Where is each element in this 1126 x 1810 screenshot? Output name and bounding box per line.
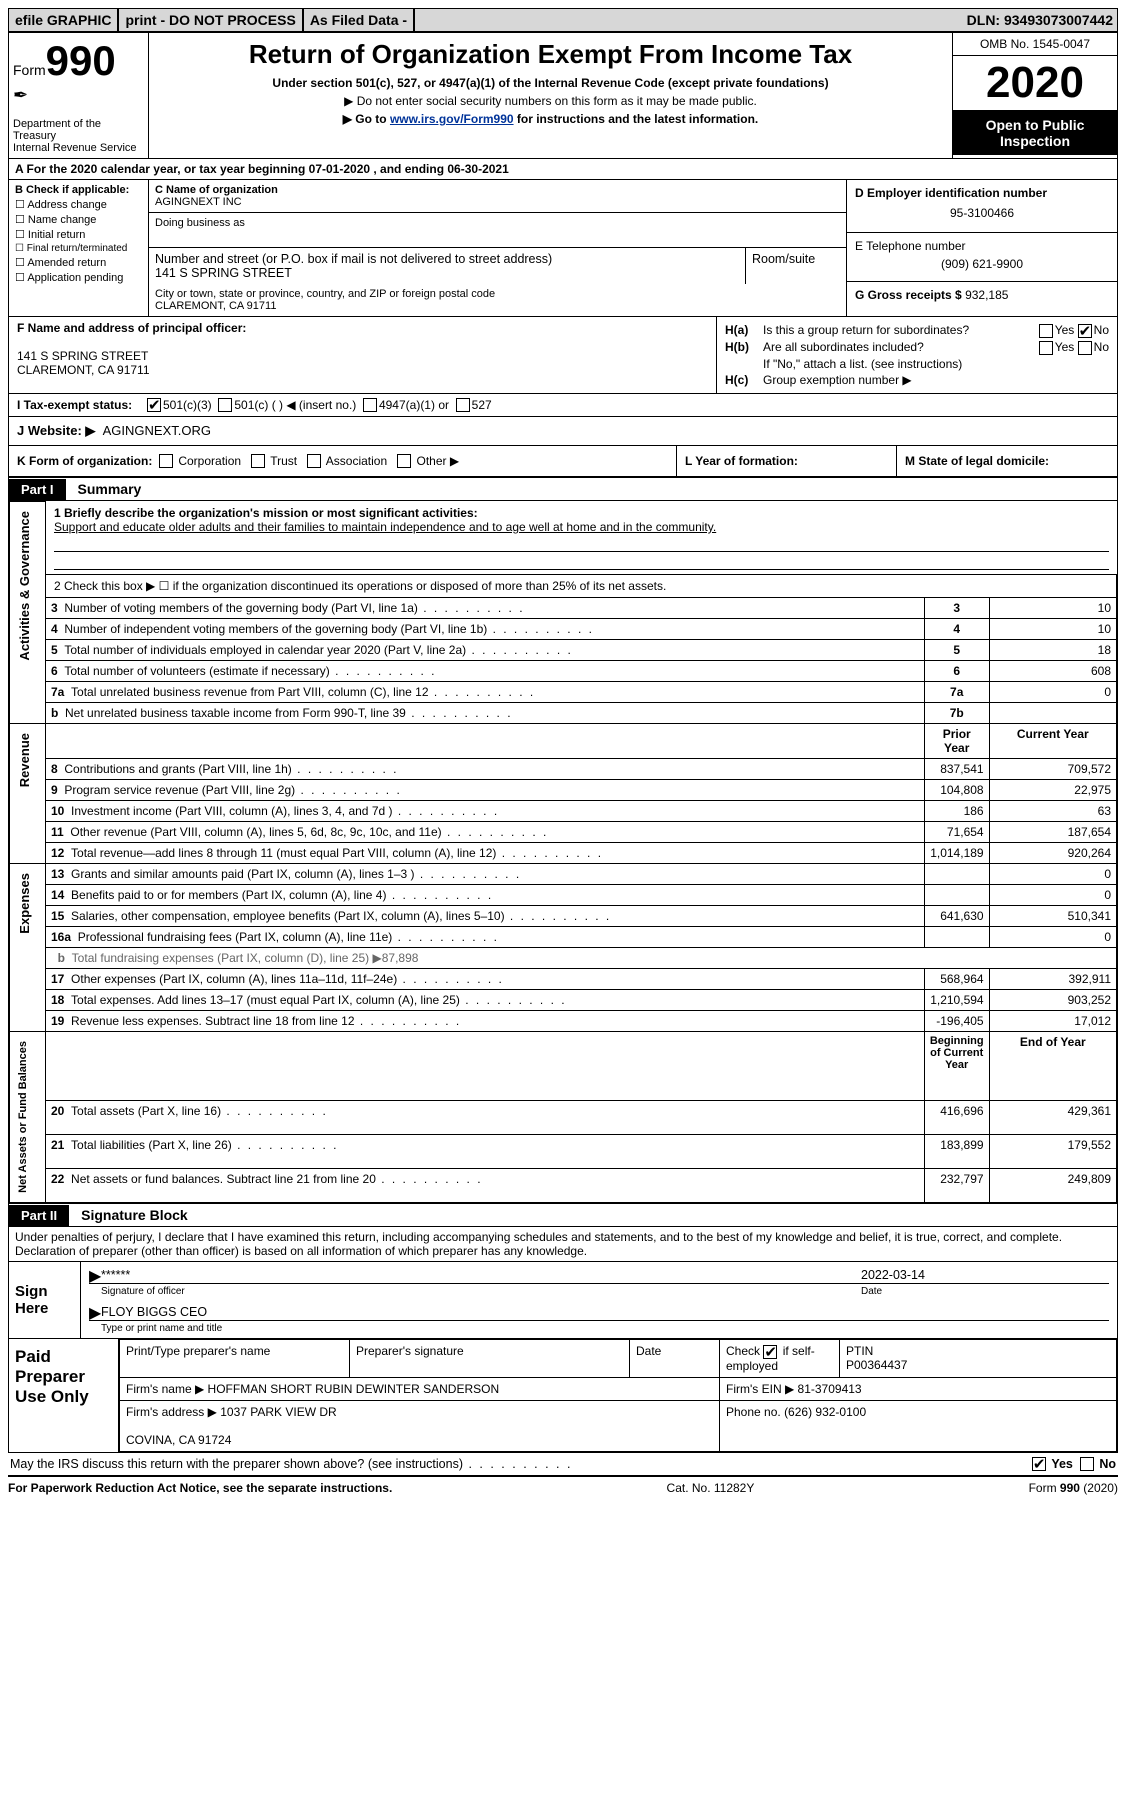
cb-final-return[interactable]: ☐ Final return/terminated (15, 243, 142, 254)
row-m-domicile: M State of legal domicile: (897, 446, 1117, 477)
cb-hb-yes[interactable] (1039, 341, 1053, 355)
form-title-box: Return of Organization Exempt From Incom… (149, 33, 952, 158)
print-label: print - DO NOT PROCESS (119, 9, 303, 31)
line-a-tax-year: A For the 2020 calendar year, or tax yea… (9, 159, 1117, 180)
footer-right: Form 990 (2020) (1029, 1481, 1118, 1495)
box-h-group: H(a)Is this a group return for subordina… (717, 317, 1117, 393)
part2-tag: Part II (9, 1205, 69, 1226)
preparer-table: Print/Type preparer's name Preparer's si… (119, 1339, 1117, 1452)
form-id-box: Form990 ✒ Department of the Treasury Int… (9, 33, 149, 158)
cb-pending[interactable]: ☐ Application pending (15, 271, 142, 284)
sig-date: 2022-03-14 (861, 1268, 925, 1282)
omb-number: OMB No. 1545-0047 (953, 33, 1117, 56)
officer-name: FLOY BIGGS CEO (101, 1305, 207, 1319)
open-to-public: Open to Public Inspection (953, 111, 1117, 155)
row-j-website: J Website: ▶ AGINGNEXT.ORG (9, 417, 1117, 446)
perjury-text: Under penalties of perjury, I declare th… (9, 1227, 1117, 1262)
firm-addr2: COVINA, CA 91724 (126, 1433, 231, 1447)
sig-stars: ****** (101, 1268, 130, 1282)
firm-addr1: 1037 PARK VIEW DR (220, 1405, 336, 1419)
dept-label: Department of the Treasury Internal Reve… (13, 118, 144, 154)
discuss-question: May the IRS discuss this return with the… (10, 1457, 572, 1472)
org-street: 141 S SPRING STREET (155, 266, 292, 280)
cb-ha-no[interactable] (1078, 324, 1092, 338)
cb-initial-return[interactable]: ☐ Initial return (15, 228, 142, 241)
box-c-org-info: C Name of organizationAGINGNEXT INC Doin… (149, 180, 847, 316)
top-status-bar: efile GRAPHIC print - DO NOT PROCESS As … (8, 8, 1118, 32)
form-year-box: OMB No. 1545-0047 2020 Open to Public In… (952, 33, 1117, 158)
form-title: Return of Organization Exempt From Incom… (159, 39, 942, 70)
footer-left: For Paperwork Reduction Act Notice, see … (8, 1481, 392, 1495)
cb-amended[interactable]: ☐ Amended return (15, 256, 142, 269)
box-b-checkboxes: B Check if applicable: ☐ Address change … (9, 180, 149, 316)
phone: (909) 621-9900 (855, 253, 1109, 275)
org-name: AGINGNEXT INC (155, 196, 242, 208)
filed-label: As Filed Data - (304, 9, 415, 31)
summary-table: Activities & Governance1 Briefly describ… (9, 501, 1117, 1202)
paid-preparer-label: Paid Preparer Use Only (9, 1339, 119, 1452)
row-l-year-formation: L Year of formation: (677, 446, 897, 477)
row-k-form-org: K Form of organization: Corporation Trus… (9, 446, 677, 477)
cb-address-change[interactable]: ☐ Address change (15, 198, 142, 211)
cb-name-change[interactable]: ☐ Name change (15, 213, 142, 226)
cb-self-employed[interactable] (763, 1345, 777, 1359)
cb-4947[interactable] (363, 398, 377, 412)
cb-501c[interactable] (218, 398, 232, 412)
firm-phone: (626) 932-0100 (784, 1405, 866, 1419)
ein: 95-3100466 (855, 200, 1109, 226)
cb-discuss-no[interactable] (1080, 1457, 1094, 1471)
efile-label: efile GRAPHIC (9, 9, 119, 31)
box-d-e-g: D Employer identification number95-31004… (847, 180, 1117, 316)
cb-527[interactable] (456, 398, 470, 412)
tax-year: 2020 (953, 56, 1117, 111)
org-city: CLAREMONT, CA 91711 (155, 300, 276, 312)
cb-ha-yes[interactable] (1039, 324, 1053, 338)
part2-title: Signature Block (69, 1204, 200, 1226)
part1-tag: Part I (9, 479, 66, 500)
row-i-tax-status: I Tax-exempt status: 501(c)(3) 501(c) ( … (9, 394, 1117, 417)
footer-cat: Cat. No. 11282Y (667, 1481, 755, 1495)
cb-501c3[interactable] (147, 398, 161, 412)
irs-link[interactable]: www.irs.gov/Form990 (390, 112, 514, 126)
sign-here-label: Sign Here (9, 1262, 81, 1338)
cb-hb-no[interactable] (1078, 341, 1092, 355)
ptin: P00364437 (846, 1358, 907, 1372)
cb-discuss-yes[interactable] (1032, 1457, 1046, 1471)
part1-title: Summary (66, 478, 154, 500)
box-f-officer: F Name and address of principal officer:… (9, 317, 717, 393)
firm-ein: 81-3709413 (798, 1382, 862, 1396)
firm-name: HOFFMAN SHORT RUBIN DEWINTER SANDERSON (208, 1382, 500, 1396)
dln: DLN: 93493073007442 (961, 9, 1117, 31)
gross-receipts: 932,185 (965, 288, 1008, 302)
